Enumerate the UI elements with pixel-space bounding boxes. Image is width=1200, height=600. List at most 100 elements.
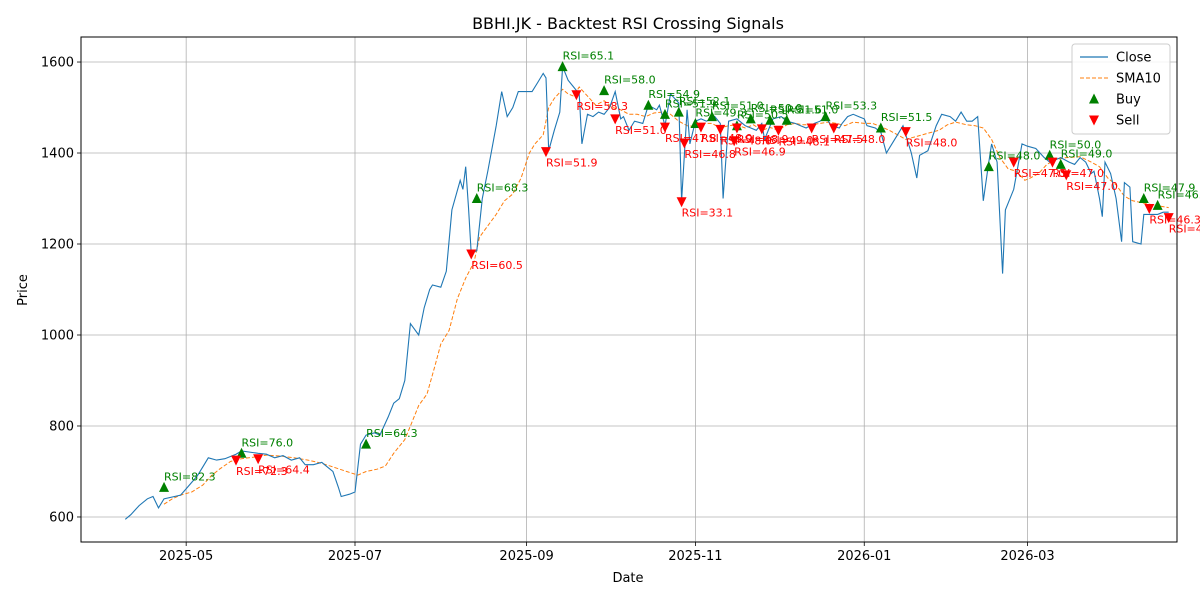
sell-label: RSI=47.8 (665, 132, 717, 145)
buy-label: RSI=51.9 (665, 97, 717, 110)
legend-label: SMA10 (1116, 72, 1161, 87)
sell-marker (1144, 204, 1155, 215)
buy-marker (983, 161, 994, 172)
sell-label: RSI=46.9 (734, 146, 786, 159)
y-axis-label: Price (16, 274, 31, 306)
sell-label: RSI=49.0 (762, 134, 814, 147)
sell-marker (676, 197, 687, 208)
buy-label: RSI=50.0 (751, 102, 803, 115)
buy-marker (557, 61, 568, 72)
legend-label: Close (1116, 51, 1151, 66)
buy-label: RSI=52.1 (679, 95, 731, 108)
x-tick-label: 2025-11 (668, 549, 722, 564)
legend: Close SMA10 Buy Sell (1071, 43, 1171, 135)
x-axis-label: Date (612, 571, 643, 586)
sell-marker (1047, 157, 1058, 168)
buy-label: RSI=48.0 (989, 150, 1041, 163)
y-tick-label: 1000 (41, 328, 74, 343)
buy-label: RSI=76.0 (242, 436, 294, 449)
buy-marker (673, 106, 684, 117)
buy-marker (820, 111, 831, 122)
y-tick-label: 1600 (41, 56, 74, 71)
buy-label: RSI=50.0 (1050, 138, 1102, 151)
buy-marker (1044, 149, 1055, 160)
sell-label: RSI=46.3 (1149, 214, 1200, 227)
sell-label: RSI=72.3 (236, 465, 288, 478)
sell-label: RSI=48.0 (834, 133, 886, 146)
sell-label: RSI=58.3 (576, 100, 628, 113)
sell-marker (610, 114, 621, 125)
buy-marker (471, 193, 482, 204)
sell-marker (828, 123, 839, 134)
legend-box (1071, 43, 1171, 135)
sell-label: RSI=48.9 (737, 133, 789, 146)
sell-marker (756, 124, 767, 135)
y-axis: 600 800 1000 1200 1400 1600 (41, 56, 81, 525)
chart-title: BBHI.JK - Backtest RSI Crossing Signals (472, 14, 784, 33)
legend-label: Sell (1116, 114, 1139, 129)
buy-marker (1152, 199, 1163, 210)
buy-label: RSI=64.3 (366, 427, 418, 440)
buy-marker (745, 113, 756, 124)
buy-label: RSI=68.3 (477, 182, 529, 195)
buy-label: RSI=54.9 (648, 88, 700, 101)
buy-marker (643, 99, 654, 110)
sell-label: RSI=60.5 (471, 259, 523, 272)
buy-label: RSI=82.3 (164, 470, 216, 483)
sell-marker (806, 123, 817, 134)
x-tick-label: 2025-05 (159, 549, 213, 564)
sell-label: RSI=46.8 (684, 148, 736, 161)
buy-label: RSI=46.5 (1158, 188, 1200, 201)
y-tick-label: 600 (49, 510, 74, 525)
buy-marker (875, 122, 886, 133)
buy-marker (659, 108, 670, 119)
buy-marker (236, 447, 247, 458)
sell-label: RSI=47.5 (812, 133, 864, 146)
buy-label: RSI=49.3 (695, 106, 747, 119)
buy-marker (599, 85, 610, 96)
y-tick-label: 1400 (41, 147, 74, 162)
buy-label: RSI=53.3 (826, 100, 878, 113)
sell-label: RSI=51.0 (615, 124, 667, 137)
sell-label: RSI=51.9 (546, 157, 598, 170)
x-tick-label: 2026-01 (837, 549, 891, 564)
sell-marker (571, 90, 582, 101)
y-tick-label: 800 (49, 419, 74, 434)
plot-frame (80, 36, 1178, 543)
legend-label: Buy (1116, 93, 1141, 108)
sell-label: RSI=48.0 (701, 132, 753, 145)
sell-label: RSI=47.0 (1014, 167, 1066, 180)
grid (81, 37, 1177, 542)
sell-label: RSI=47.0 (1066, 180, 1118, 193)
buy-label: RSI=65.1 (563, 50, 615, 63)
sell-label: RSI=33.1 (682, 207, 734, 220)
sell-marker (253, 454, 264, 465)
buy-label: RSI=51.0 (712, 100, 764, 113)
buy-label: RSI=47.9 (1144, 182, 1196, 195)
x-tick-label: 2025-09 (499, 549, 553, 564)
sell-marker (900, 127, 911, 138)
sell-marker (715, 124, 726, 135)
sell-marker (729, 136, 740, 147)
sell-marker (731, 123, 742, 134)
sell-marker (466, 249, 477, 260)
sell-marker (1008, 157, 1019, 168)
sell-marker (695, 122, 706, 133)
sell-label: RSI=44.7 (1169, 223, 1200, 236)
series-line-sma10 (163, 86, 1169, 505)
sell-marker (1061, 170, 1072, 181)
sell-marker (230, 455, 241, 466)
x-axis: 2025-05 2025-07 2025-09 2025-11 2026-01 2026-… (159, 542, 1055, 564)
sell-marker (540, 147, 551, 158)
legend-swatch-buy (1089, 93, 1099, 104)
y-tick-label: 1200 (41, 238, 74, 253)
sell-marker (773, 125, 784, 136)
sell-marker (1163, 213, 1174, 224)
buy-marker (781, 114, 792, 125)
x-tick-label: 2025-07 (328, 549, 382, 564)
plot-area: RSI=82.3 RSI=76.0 RSI=64.3 RSI=68.3 RSI=65.1… (124, 50, 1200, 520)
sell-marker (659, 122, 670, 133)
buy-label: RSI=49.0 (1061, 147, 1113, 160)
sell-label: RSI=48.1 (778, 135, 830, 148)
